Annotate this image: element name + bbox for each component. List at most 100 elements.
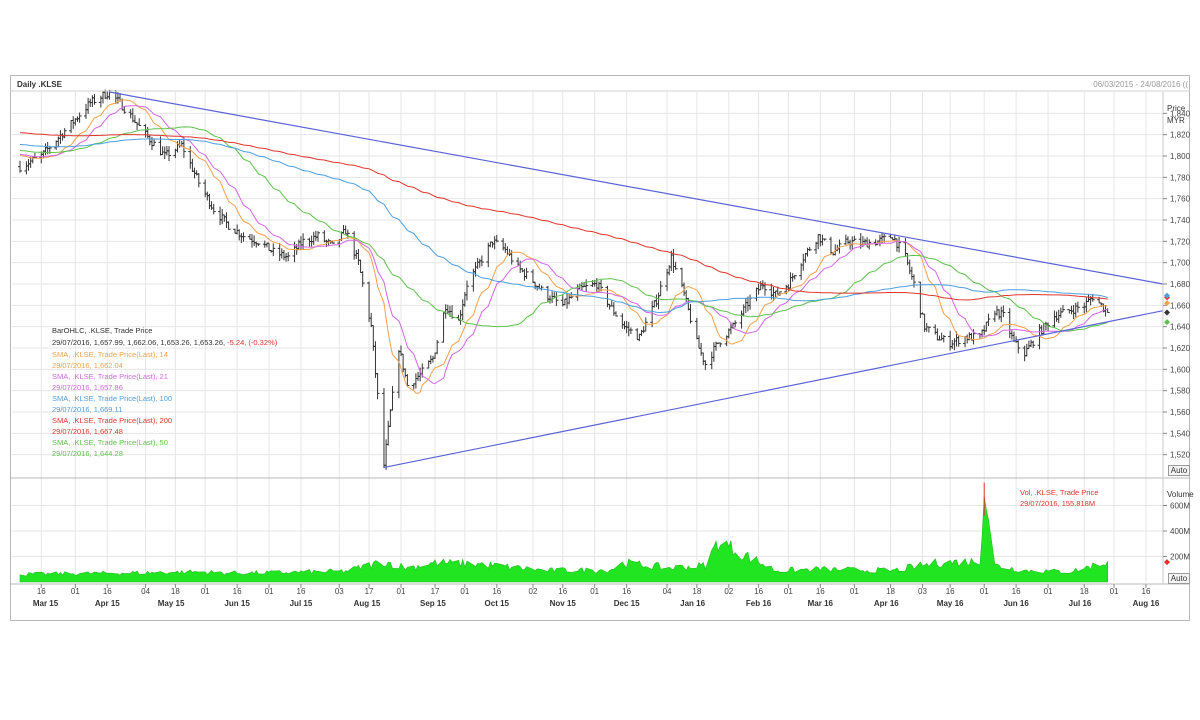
month-label: Nov 15 xyxy=(550,599,577,608)
date-tick-label: 17 xyxy=(365,587,374,596)
date-tick-label: 16 xyxy=(492,587,501,596)
legend-line: SMA, .KLSE, Trade Price(Last), 100 xyxy=(52,394,173,403)
price-tick-label: 1,520 xyxy=(1170,451,1191,460)
date-tick-label: 18 xyxy=(171,587,180,596)
date-tick-label: 16 xyxy=(297,587,306,596)
date-tick-label: 04 xyxy=(141,587,150,596)
month-label: Apr 16 xyxy=(874,599,899,608)
price-tick-label: 1,720 xyxy=(1170,237,1191,246)
trendline xyxy=(383,310,1164,469)
price-tick-label: 1,640 xyxy=(1170,323,1191,332)
date-tick-label: 16 xyxy=(1142,587,1151,596)
volume-area xyxy=(19,482,1108,583)
date-tick-label: 16 xyxy=(558,587,567,596)
price-tick-label: 1,700 xyxy=(1170,259,1191,268)
legend-line: 29/07/2016, 1,657.86 xyxy=(52,383,123,392)
date-tick-label: 16 xyxy=(816,587,825,596)
date-tick-label: 01 xyxy=(201,587,210,596)
month-label: Feb 16 xyxy=(746,599,772,608)
date-tick-label: 04 xyxy=(663,587,672,596)
legend-line: 29/07/2016, 1,667.48 xyxy=(52,427,123,436)
legend-line: SMA, .KLSE, Trade Price(Last), 21 xyxy=(52,372,168,381)
date-tick-label: 01 xyxy=(590,587,599,596)
price-tick-label: 1,740 xyxy=(1170,216,1191,225)
price-axis-title: Price xyxy=(1167,104,1186,113)
date-tick-label: 17 xyxy=(431,587,440,596)
date-tick-label: 18 xyxy=(692,587,701,596)
volume-axis-title: Volume xyxy=(1167,490,1194,499)
month-label: Apr 15 xyxy=(95,599,120,608)
month-label: Jan 16 xyxy=(680,599,705,608)
price-tick-label: 1,600 xyxy=(1170,365,1191,374)
date-tick-label: 01 xyxy=(397,587,406,596)
price-tick-label: 1,540 xyxy=(1170,429,1191,438)
month-label: Jun 16 xyxy=(1003,599,1029,608)
date-tick-label: 16 xyxy=(754,587,763,596)
date-range: 06/03/2015 - 24/08/2016 (( xyxy=(1093,80,1188,89)
legend-line: 29/07/2016, 1,662.04 xyxy=(52,361,123,370)
date-tick-label: 16 xyxy=(622,587,631,596)
volume-legend-line: Vol, .KLSE, Trade Price xyxy=(1020,488,1099,497)
volume-legend-line: 29/07/2016, 155.818M xyxy=(1020,499,1096,508)
date-tick-label: 01 xyxy=(980,587,989,596)
sma-line-21 xyxy=(19,105,1108,385)
last-value-marker-close xyxy=(1164,309,1170,316)
month-label: Mar 15 xyxy=(33,599,59,608)
legend-line: 29/07/2016, 1,644.28 xyxy=(52,449,123,458)
price-tick-label: 1,820 xyxy=(1170,131,1191,140)
price-tick-label: 1,780 xyxy=(1170,173,1191,182)
price-tick-label: 1,840 xyxy=(1170,109,1191,118)
date-tick-label: 16 xyxy=(37,587,46,596)
axes-layer: 1,520 1,540 1,560 1,580 1,600 1,620 1,640 1,660… xyxy=(10,90,1191,608)
month-label: Aug 15 xyxy=(354,599,381,608)
month-label: May 15 xyxy=(158,599,185,608)
month-label: Jun 15 xyxy=(224,599,250,608)
date-tick-label: 03 xyxy=(335,587,344,596)
sma-line-50 xyxy=(19,126,1108,332)
chart-title: Daily .KLSE xyxy=(17,80,62,89)
price-tick-label: 1,560 xyxy=(1170,408,1191,417)
date-tick-label: 01 xyxy=(1110,587,1119,596)
date-tick-label: 01 xyxy=(1044,587,1053,596)
volume-tick-label: 400M xyxy=(1170,527,1190,536)
date-tick-label: 16 xyxy=(103,587,112,596)
sma-lines xyxy=(19,99,1108,394)
price-auto-button[interactable]: Auto xyxy=(1168,465,1190,476)
legend-line: 29/07/2016, 1,669.11 xyxy=(52,405,123,414)
volume-tick-label: 200M xyxy=(1170,553,1190,562)
price-tick-label: 1,620 xyxy=(1170,344,1191,353)
date-tick-label: 16 xyxy=(946,587,955,596)
date-tick-label: 02 xyxy=(529,587,538,596)
legend-change: -5.24, (-0.32%) xyxy=(227,338,278,347)
date-tick-label: 01 xyxy=(265,587,274,596)
grid-layer xyxy=(12,92,1163,582)
sma-line-200 xyxy=(19,132,1108,301)
price-tick-label: 1,580 xyxy=(1170,387,1191,396)
date-tick-label: 01 xyxy=(850,587,859,596)
month-label: Jul 16 xyxy=(1069,599,1092,608)
date-tick-label: 16 xyxy=(1012,587,1021,596)
legend-line: SMA, .KLSE, Trade Price(Last), 14 xyxy=(52,350,168,359)
legend-line: 29/07/2016, 1,657.99, 1,662.06, 1,653.26… xyxy=(52,338,278,347)
last-value-marker-sma50 xyxy=(1164,319,1170,326)
month-label: Mar 16 xyxy=(808,599,834,608)
last-value-marker-sma100 xyxy=(1164,292,1170,299)
month-label: Oct 15 xyxy=(485,599,510,608)
volume-area-fill xyxy=(19,495,1108,583)
sma-line-100 xyxy=(19,138,1108,314)
month-label: May 16 xyxy=(937,599,964,608)
legend-line: SMA, .KLSE, Trade Price(Last), 200 xyxy=(52,416,173,425)
legend-line: SMA, .KLSE, Trade Price(Last), 50 xyxy=(52,438,168,447)
date-tick-label: 18 xyxy=(1080,587,1089,596)
month-label: Jul 15 xyxy=(290,599,313,608)
price-tick-label: 1,800 xyxy=(1170,152,1191,161)
date-tick-label: 01 xyxy=(460,587,469,596)
volume-auto-button[interactable]: Auto xyxy=(1168,573,1190,584)
date-tick-label: 01 xyxy=(784,587,793,596)
trendline xyxy=(109,91,1164,285)
month-label: Sep 15 xyxy=(420,599,446,608)
last-volume-marker xyxy=(1164,559,1170,566)
price-tick-label: 1,660 xyxy=(1170,301,1191,310)
month-label: Aug 16 xyxy=(1133,599,1160,608)
